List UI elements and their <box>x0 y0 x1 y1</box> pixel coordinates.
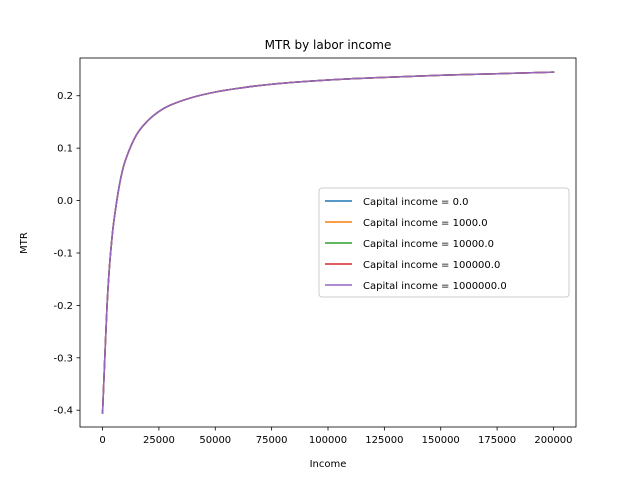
legend-box <box>318 187 570 298</box>
y-tick-label: 0.0 <box>57 196 73 207</box>
y-tick-label: 0.2 <box>57 91 73 102</box>
y-axis: -0.4 -0.3 -0.2 -0.1 0.0 0.1 0.2 <box>53 91 80 417</box>
legend: Capital income = 0.0 Capital income = 100… <box>318 187 570 298</box>
x-axis-title: Income <box>310 459 347 470</box>
x-tick-label: 100000 <box>309 435 347 446</box>
x-tick-label: 25000 <box>143 435 175 446</box>
y-tick-label: 0.1 <box>57 144 73 155</box>
y-tick-label: -0.3 <box>53 353 73 364</box>
x-tick-label: 75000 <box>256 435 288 446</box>
x-tick-label: 200000 <box>534 435 572 446</box>
x-tick-label: 150000 <box>422 435 460 446</box>
y-tick-label: -0.2 <box>53 301 73 312</box>
series-layer <box>101 71 555 414</box>
legend-entry-label: Capital income = 10000.0 <box>363 239 494 250</box>
legend-entry-label: Capital income = 1000000.0 <box>363 281 507 292</box>
legend-entry-label: Capital income = 100000.0 <box>363 260 500 271</box>
x-tick-label: 175000 <box>478 435 516 446</box>
y-tick-label: -0.1 <box>53 248 73 259</box>
y-tick-label: -0.4 <box>53 406 73 417</box>
series-line-4 <box>101 71 555 414</box>
chart-title: MTR by labor income <box>265 38 392 52</box>
x-tick-label: 0 <box>99 435 105 446</box>
x-tick-label: 50000 <box>199 435 231 446</box>
y-axis-title: MTR <box>19 232 30 254</box>
legend-entry-label: Capital income = 0.0 <box>363 197 469 208</box>
x-axis: 0 25000 50000 75000 100000 125000 150000 175000… <box>99 427 573 446</box>
plot-area <box>79 57 577 428</box>
legend-entry-label: Capital income = 1000.0 <box>363 218 488 229</box>
x-tick-label: 125000 <box>365 435 403 446</box>
